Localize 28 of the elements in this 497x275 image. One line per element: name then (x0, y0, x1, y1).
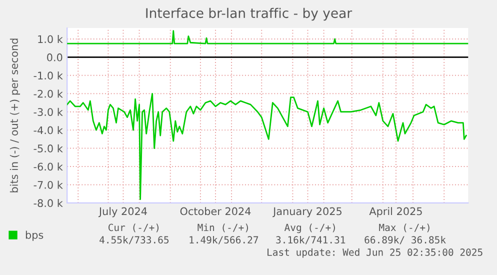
text: Max (-/+) (379, 224, 430, 232)
text: 1.49k/566.27 (190, 236, 258, 244)
x-tick-label: October 2024 (180, 207, 251, 216)
text: Cur (-/+) (108, 224, 159, 232)
text: Last update: Wed Jun 25 02:35:00 2025 (268, 248, 482, 258)
text: Avg (-/+) (284, 224, 335, 234)
legend-label: bps (26, 230, 44, 241)
line-series (67, 92, 467, 200)
y-tick-label: -5.0 k (34, 144, 63, 152)
y-axis-title: bits in (-) / out (+) per second (10, 38, 20, 192)
text: Min (-/+) (198, 224, 248, 232)
text: 3.16k/741.31 (276, 236, 346, 244)
y-tick-label: -3.0 k (34, 108, 63, 116)
line-series (67, 30, 468, 44)
y-tick-label: 0.0 (47, 53, 62, 62)
text: 4.55k/733.65 (100, 236, 169, 244)
x-tick-label: July 2024 (98, 207, 147, 218)
x-tick-label: April 2025 (369, 207, 422, 218)
chart-title: Interface br-lan traffic - by year (146, 8, 352, 21)
y-tick-label: -1.0 k (34, 71, 63, 80)
y-tick-label: -4.0 k (34, 126, 63, 134)
y-tick-label: 1.0 k (38, 35, 63, 44)
text: 66.89k/ 36.85k (364, 236, 446, 244)
x-tick-label: January 2025 (272, 207, 342, 218)
y-tick-label: -2.0 k (34, 90, 63, 98)
y-tick-label: -7.0 k (34, 180, 63, 189)
y-tick-label: -6.0 k (34, 162, 63, 171)
y-tick-label: -8.0 k (34, 198, 63, 208)
